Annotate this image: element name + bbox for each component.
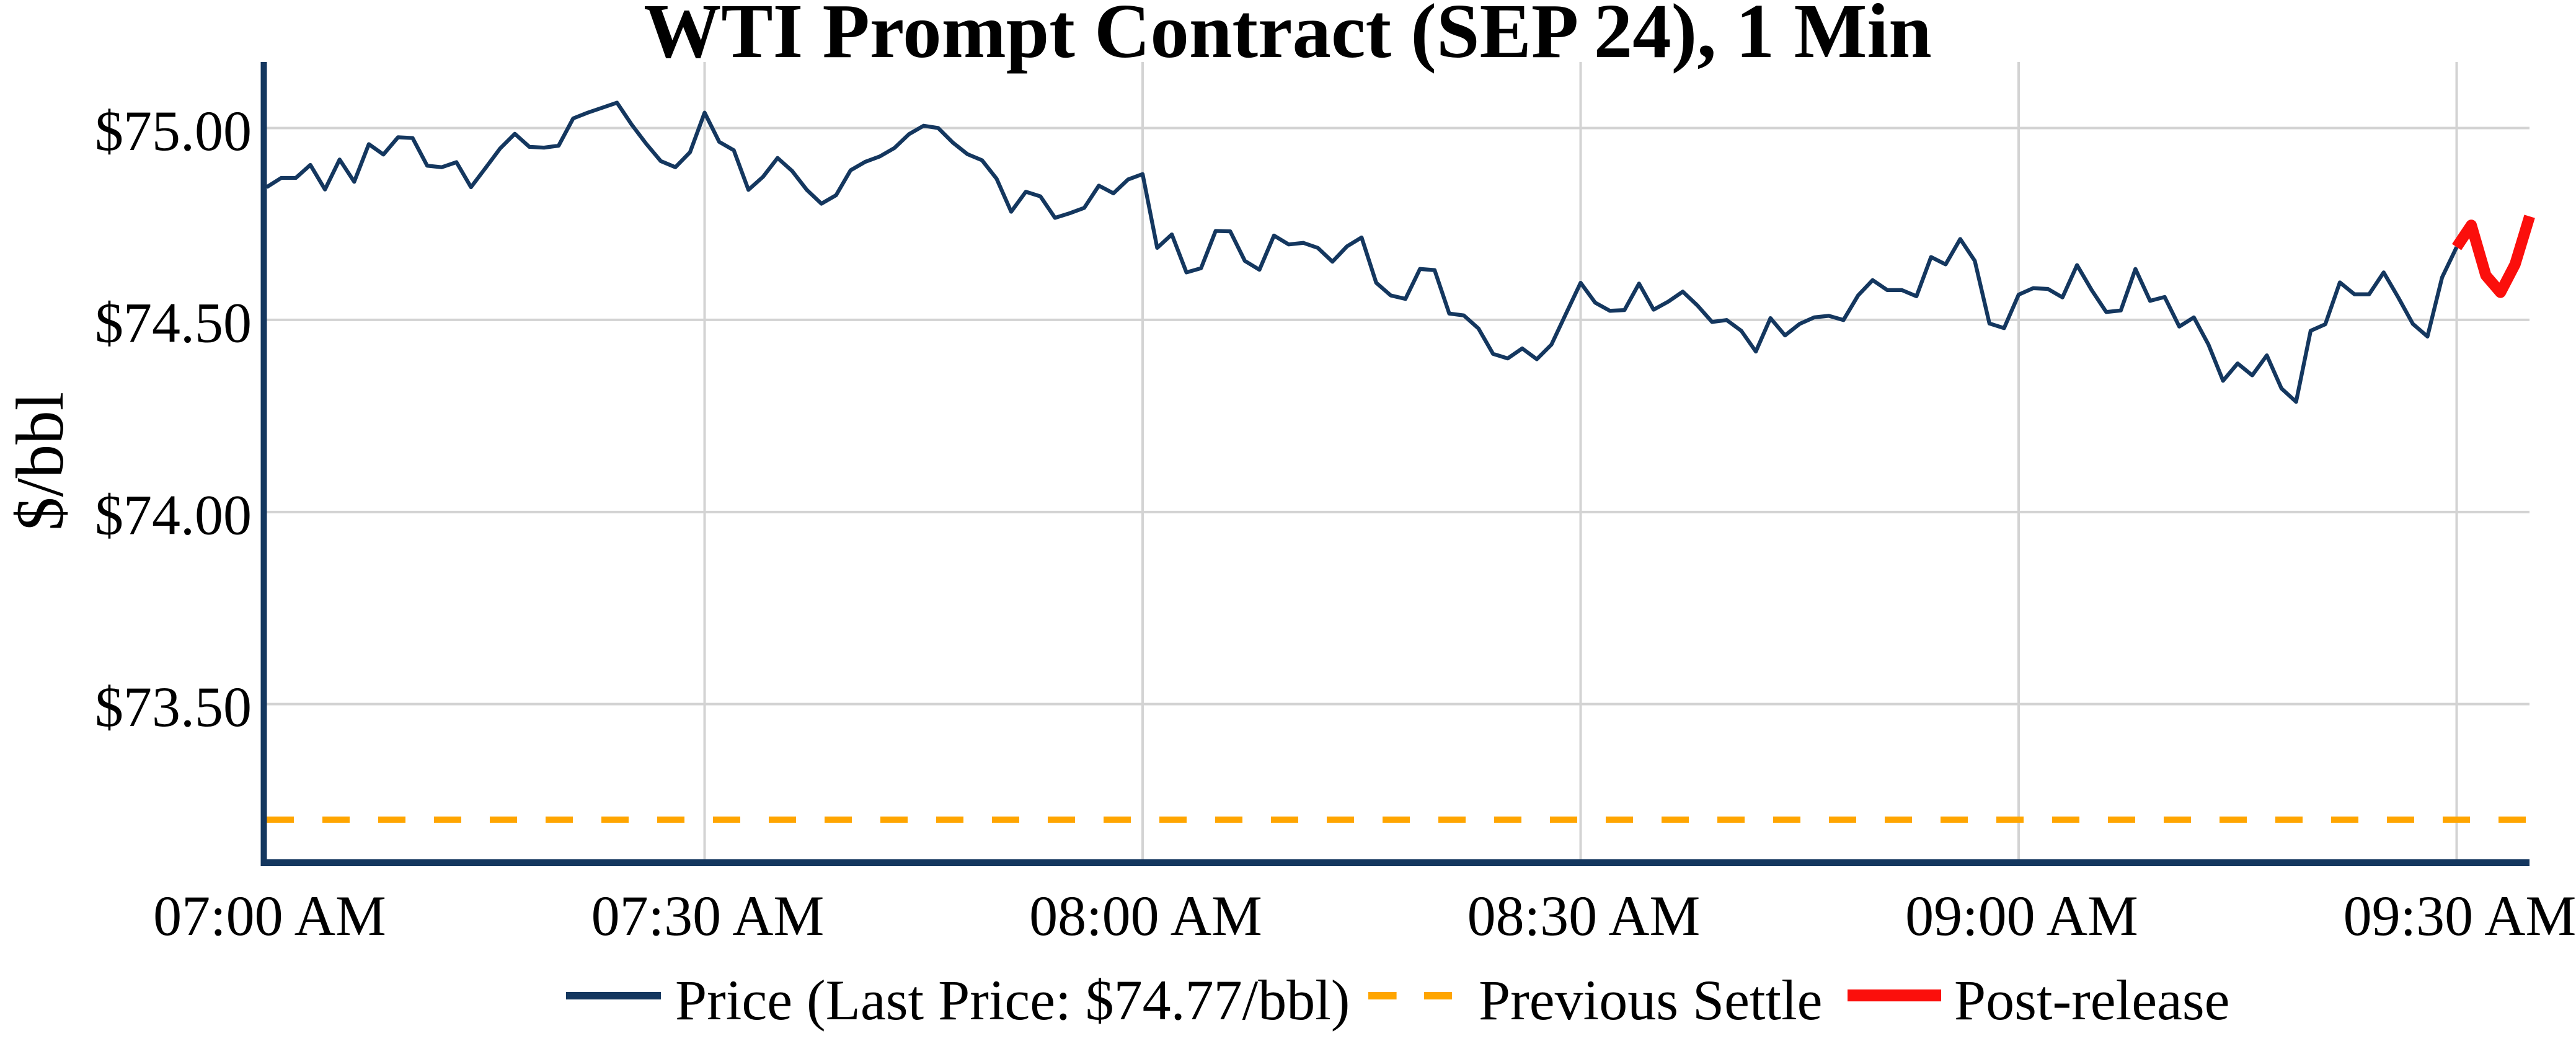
svg-text:$74.50: $74.50 bbox=[95, 291, 252, 354]
svg-text:08:00 AM: 08:00 AM bbox=[1029, 884, 1262, 947]
svg-text:Post-release: Post-release bbox=[1954, 968, 2230, 1032]
svg-text:09:30 AM: 09:30 AM bbox=[2344, 884, 2576, 947]
svg-text:$/bbl: $/bbl bbox=[2, 392, 77, 531]
svg-text:$75.00: $75.00 bbox=[95, 99, 252, 162]
svg-text:08:30 AM: 08:30 AM bbox=[1467, 884, 1701, 947]
svg-text:09:00 AM: 09:00 AM bbox=[1905, 884, 2138, 947]
svg-text:$74.00: $74.00 bbox=[95, 483, 252, 546]
svg-text:WTI Prompt Contract (SEP 24),: WTI Prompt Contract (SEP 24), 1 Min bbox=[644, 0, 1931, 74]
svg-text:$73.50: $73.50 bbox=[95, 675, 252, 738]
svg-text:Price (Last Price: $74.77/bbl): Price (Last Price: $74.77/bbl) bbox=[675, 968, 1350, 1032]
svg-text:07:30 AM: 07:30 AM bbox=[591, 884, 825, 947]
svg-text:Previous Settle: Previous Settle bbox=[1479, 968, 1823, 1032]
svg-text:07:00 AM: 07:00 AM bbox=[153, 884, 386, 947]
